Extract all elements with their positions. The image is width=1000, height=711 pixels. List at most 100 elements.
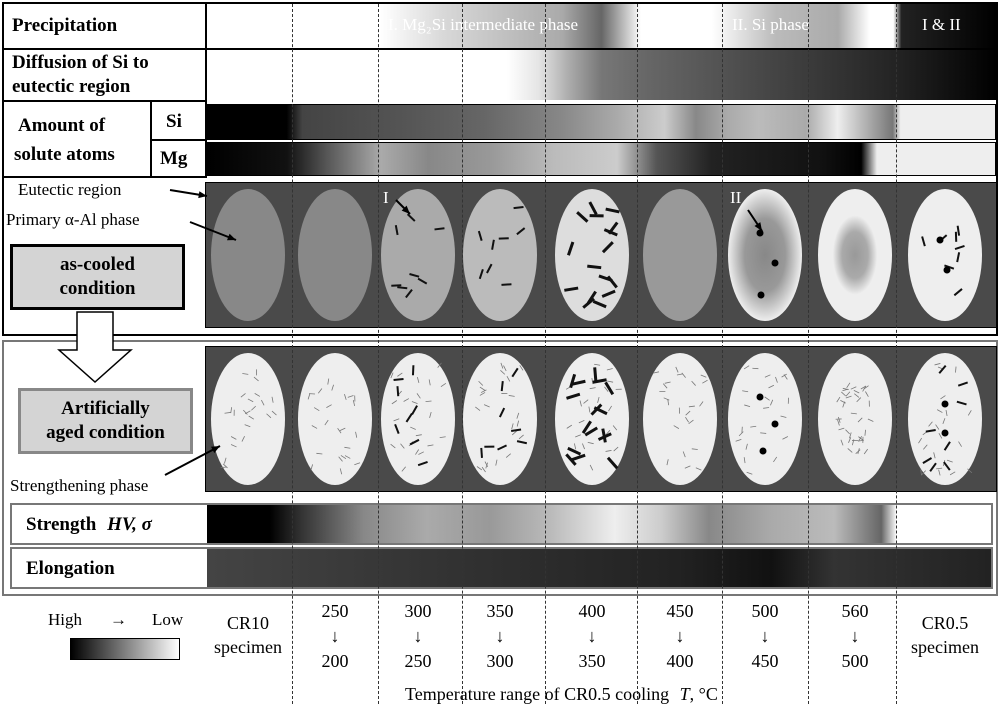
strengthening-precipitate [575, 434, 581, 438]
elongation-label: Elongation [26, 558, 115, 579]
strengthening-precipitate [837, 419, 840, 426]
primary-al-grain [211, 189, 285, 321]
primary-al-grain [463, 189, 537, 321]
precipitation-bar [207, 4, 996, 48]
strengthening-precipitate [503, 365, 507, 372]
strengthening-precipitate [940, 395, 946, 400]
strengthening-precipitate [920, 469, 922, 476]
strengthening-precipitate [516, 420, 520, 427]
strengthening-precipitate [699, 401, 704, 407]
strengthening-precipitate [945, 409, 948, 417]
mg2si-precipitate [480, 447, 483, 458]
si-particle [941, 429, 949, 437]
mg2si-precipitate [417, 277, 428, 285]
strengthening-precipitate [337, 427, 342, 434]
mg2si-precipitate [957, 381, 969, 387]
as-cooled-line1: as-cooled [60, 254, 135, 275]
strengthening-precipitate [848, 437, 852, 443]
strengthening-precipitate [220, 466, 227, 468]
strengthening-precipitate [411, 401, 418, 404]
strengthening-precipitate [511, 430, 517, 436]
strengthening-precipitate [850, 412, 857, 415]
strengthening-precipitate [427, 444, 434, 447]
si-particle [941, 400, 949, 408]
primary-al-grain [643, 189, 717, 321]
strengthening-precipitate [518, 434, 524, 440]
column-label-bot: 400 [666, 651, 694, 671]
strengthening-precipitate [775, 376, 778, 383]
mg2si-precipitate [954, 244, 965, 251]
mg2si-precipitate [956, 400, 967, 406]
precipitation-label: Precipitation [12, 15, 118, 36]
strengthening-precipitate [428, 379, 431, 386]
strengthening-precipitate [666, 459, 669, 466]
temperature-column-label: 300 ↓ 250 [378, 600, 458, 675]
primary-al-grain [298, 189, 372, 321]
strengthening-precipitate [418, 451, 424, 455]
strengthening-precipitate [770, 399, 774, 406]
column-label-top: 500 [751, 601, 779, 621]
strengthening-precipitate [845, 391, 851, 397]
strengthening-precipitate [921, 470, 926, 476]
strengthening-precipitate [578, 420, 585, 424]
axis-unit: , °C [689, 684, 718, 704]
primary-al-grain [818, 353, 892, 485]
strengthening-precipitate [688, 405, 695, 408]
si-particle [756, 229, 764, 237]
strengthening-precipitate [390, 443, 396, 449]
strengthening-precipitate [339, 427, 346, 432]
mg2si-precipitate [497, 444, 507, 451]
mg2si-precipitate [592, 378, 607, 384]
primary-al-grain [298, 353, 372, 485]
strengthening-precipitate [317, 388, 323, 394]
column-label-bot: 300 [486, 651, 514, 671]
temperature-column-label: 250 ↓ 200 [295, 600, 375, 675]
column-label-bot: 200 [321, 651, 349, 671]
mg2si-precipitate [587, 264, 602, 270]
column-label-mid: ↓ [760, 626, 770, 646]
strengthening-precipitate [667, 399, 670, 406]
col-divider [205, 2, 207, 178]
marker-ii-arrow-head [754, 222, 762, 231]
column-label-mid: ↓ [587, 626, 597, 646]
mg2si-precipitate [929, 462, 937, 472]
strengthening-precipitate [745, 443, 748, 450]
phase1-label: I. Mg₂Si intermediate phase [388, 15, 579, 34]
column-label-bot: 250 [404, 651, 432, 671]
temperature-column-label: 560 ↓ 500 [815, 600, 895, 675]
column-separator [545, 4, 546, 704]
column-separator [637, 4, 638, 704]
mg-amount-bar [207, 142, 996, 176]
strengthening-precipitate [390, 372, 394, 379]
strengthening-precipitate [764, 396, 770, 401]
marker-i-label: I [383, 188, 389, 207]
strengthening-precipitate [582, 443, 585, 450]
strengthening-precipitate [781, 373, 787, 378]
strengthening-precipitate [311, 425, 318, 429]
mg2si-precipitate [607, 221, 619, 235]
amount-label-line1: Amount of [18, 115, 106, 136]
mg2si-precipitate [565, 453, 577, 466]
axis-symbol: T [679, 684, 690, 704]
strengthening-precipitate [864, 429, 866, 436]
strengthening-precipitate [685, 416, 689, 423]
mg2si-precipitate [566, 392, 581, 400]
strengthening-precipitate [594, 363, 601, 366]
column-label-top: CR0.5 [921, 613, 969, 633]
strengthening-precipitate [338, 456, 343, 462]
mg2si-precipitate [394, 423, 400, 434]
strengthening-precipitate [936, 409, 943, 413]
strengthening-precipitate [768, 384, 775, 389]
strengthening-precipitate [247, 398, 254, 403]
strengthening-precipitate [511, 423, 514, 430]
strengthening-precipitate [519, 365, 524, 371]
strengthening-precipitate [840, 439, 844, 446]
column-separator [808, 4, 809, 704]
column-label-bot: 350 [578, 651, 606, 671]
primary-al-grain [211, 353, 285, 485]
mg2si-precipitate [500, 380, 504, 392]
primary-al-grain [728, 353, 802, 485]
strengthening-precipitate [506, 376, 511, 382]
mg2si-precipitate [406, 213, 416, 222]
